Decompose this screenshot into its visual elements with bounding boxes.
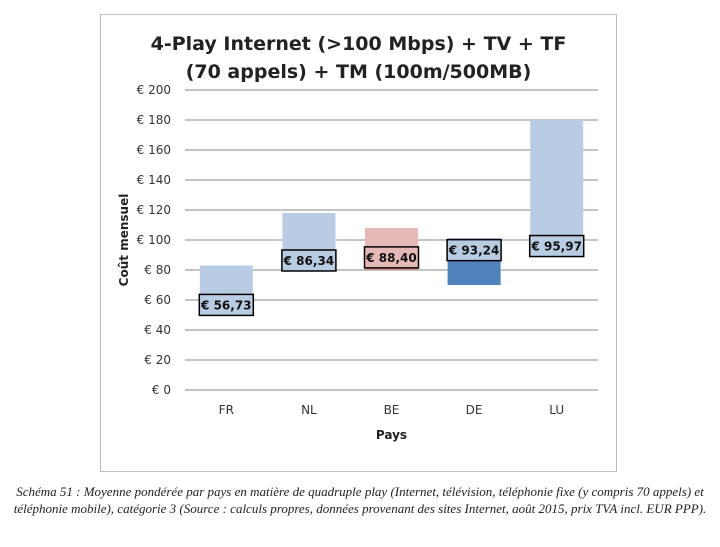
y-tick-label: € 20 — [144, 353, 171, 367]
average-label: € 93,24 — [448, 244, 499, 258]
average-label-box — [198, 293, 255, 317]
range-bar — [282, 213, 336, 252]
y-tick-label: € 140 — [137, 173, 171, 187]
average-label-box — [363, 246, 420, 269]
y-tick-label: € 0 — [152, 383, 171, 397]
x-tick-label: BE — [384, 403, 400, 417]
y-tick-label: € 60 — [144, 293, 171, 307]
y-tick-label: € 100 — [137, 233, 171, 247]
x-tick-label: LU — [549, 403, 564, 417]
average-label-box — [446, 238, 502, 262]
chart-title-line-1: 4-Play Internet (>100 Mbps) + TV + TF — [150, 33, 567, 55]
average-label-box — [528, 234, 585, 258]
x-tick-label: DE — [466, 403, 483, 417]
average-label: € 86,34 — [283, 254, 334, 268]
y-tick-label: € 120 — [137, 203, 171, 217]
x-tick-label: NL — [301, 403, 317, 417]
average-label: € 56,73 — [200, 298, 251, 312]
x-axis-title: Pays — [376, 428, 407, 442]
figure-caption: Schéma 51 : Moyenne pondérée par pays en… — [13, 484, 707, 516]
y-tick-label: € 180 — [137, 113, 171, 127]
y-tick-label: € 80 — [144, 263, 171, 277]
y-tick-label: € 40 — [144, 323, 171, 337]
average-label: € 88,40 — [365, 251, 416, 265]
range-bar — [530, 120, 584, 240]
y-axis-title: Coût mensuel — [117, 194, 131, 287]
y-tick-label: € 160 — [137, 143, 171, 157]
average-label: € 95,97 — [530, 240, 581, 254]
average-label-box — [281, 249, 337, 272]
chart-title-line-2: (70 appels) + TM (100m/500MB) — [185, 61, 532, 83]
y-tick-label: € 200 — [137, 83, 171, 97]
x-tick-label: FR — [219, 403, 234, 417]
